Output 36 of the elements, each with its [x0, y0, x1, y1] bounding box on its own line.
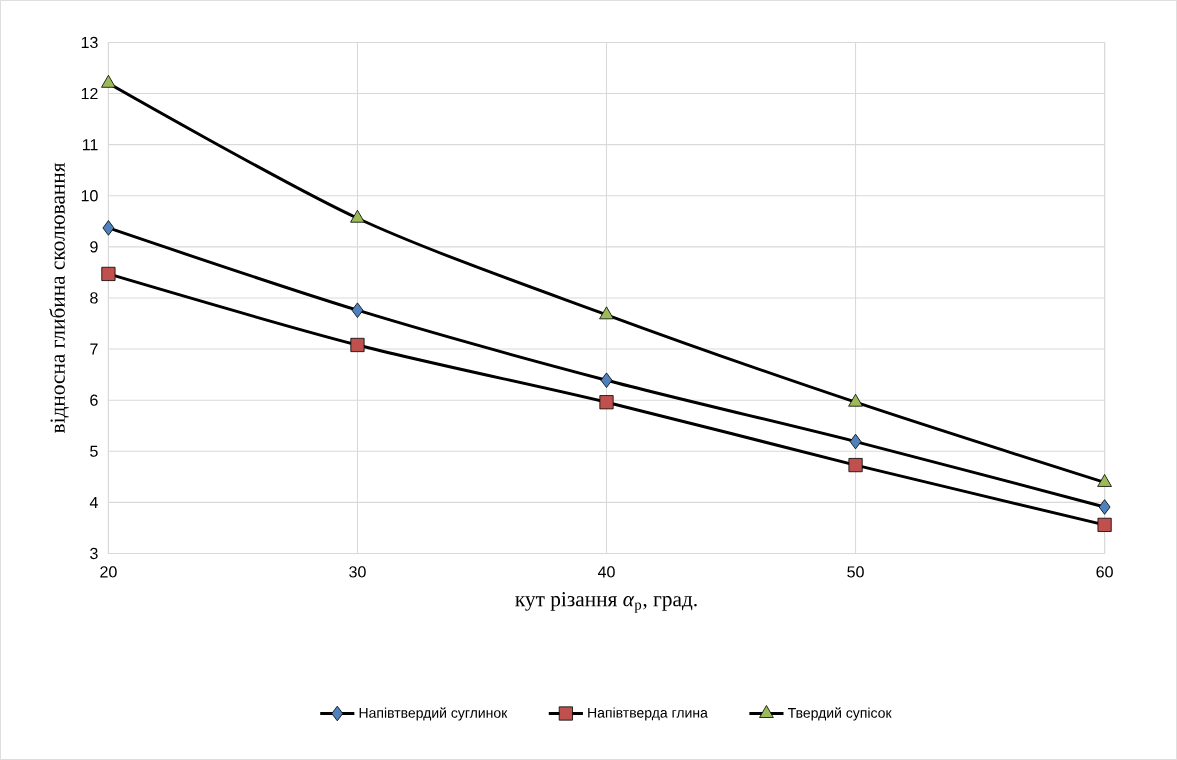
point: [1097, 474, 1112, 487]
point: [351, 302, 364, 318]
y-tick-label: 8: [90, 292, 98, 304]
y-tick-label: 4: [89, 496, 98, 508]
x-axis-title: кут різання α$_{p}$, град.: [515, 592, 697, 613]
x-tick-label: 20: [100, 566, 117, 578]
x-tick-label: 50: [847, 566, 864, 578]
point: [1098, 499, 1111, 515]
y-tick-label: 9: [90, 241, 98, 253]
y-tick-label: 6: [90, 394, 98, 406]
y-tick-label: 7: [90, 343, 98, 355]
point: [102, 220, 115, 236]
point: [848, 458, 863, 473]
point: [599, 395, 614, 410]
point: [600, 372, 613, 388]
point: [849, 433, 862, 450]
legend-label: Твердий супісок: [787, 707, 892, 721]
point: [350, 209, 365, 223]
x-tick-label: 60: [1096, 566, 1113, 578]
legend-label: Напівтвердий суглинок: [359, 707, 508, 721]
point: [350, 337, 365, 353]
legend-label: Напівтверда глина: [588, 707, 708, 721]
y-tick-label: 10: [81, 190, 98, 202]
point: [599, 306, 614, 320]
x-tick-label: 40: [597, 566, 615, 578]
point: [848, 393, 863, 407]
point: [1097, 517, 1112, 532]
y-tick-label: 11: [82, 139, 98, 151]
x-tick-label: 30: [349, 566, 366, 578]
y-axis-title: відносна глибина сколювання: [49, 162, 69, 434]
y-tick-label: 13: [81, 36, 98, 49]
y-tick-label: 3: [90, 547, 98, 560]
y-tick-label: 5: [90, 445, 98, 457]
point: [101, 74, 116, 88]
y-tick-label: 12: [81, 87, 98, 100]
point: [101, 266, 116, 282]
